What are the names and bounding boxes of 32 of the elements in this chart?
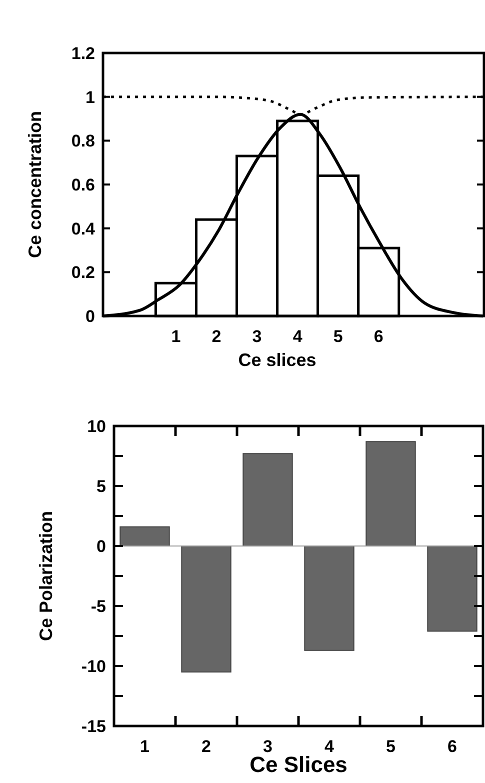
bar (427, 546, 478, 632)
y-tick-label: -15 (81, 716, 106, 736)
y-axis-title: Ce Polarization (36, 510, 56, 642)
x-tick-label: 2 (202, 737, 211, 756)
y-tick-label: 10 (87, 416, 106, 436)
y-tick-label: 0.8 (71, 132, 95, 151)
bar (242, 453, 293, 546)
bar (366, 441, 416, 546)
y-tick-label: -10 (81, 656, 106, 676)
x-tick-label: 1 (140, 737, 150, 756)
x-tick-label: 4 (292, 327, 303, 346)
y-tick-label: 1 (86, 88, 95, 107)
x-tick-label: 5 (333, 327, 343, 346)
y-tick-label: 1.2 (71, 44, 95, 63)
y-tick-label: 0.2 (71, 263, 95, 282)
x-tick-label: 6 (374, 327, 384, 346)
y-axis-title: Ce concentration (25, 110, 45, 258)
x-tick-label: 5 (386, 737, 396, 756)
bar (181, 546, 232, 672)
bar (120, 526, 170, 546)
y-tick-label: 0 (86, 306, 95, 326)
bar (304, 546, 354, 651)
y-tick-label: -5 (90, 596, 106, 616)
x-tick-label: 1 (171, 327, 181, 346)
y-tick-label: 0 (96, 536, 106, 556)
x-tick-label: 3 (252, 327, 262, 346)
y-tick-label: 5 (96, 476, 106, 496)
y-tick-label: 0.4 (71, 219, 96, 238)
y-tick-label: 0.6 (71, 175, 95, 194)
x-tick-label: 6 (448, 737, 457, 756)
x-axis-title: Ce slices (238, 350, 316, 370)
x-tick-label: 2 (212, 327, 222, 346)
